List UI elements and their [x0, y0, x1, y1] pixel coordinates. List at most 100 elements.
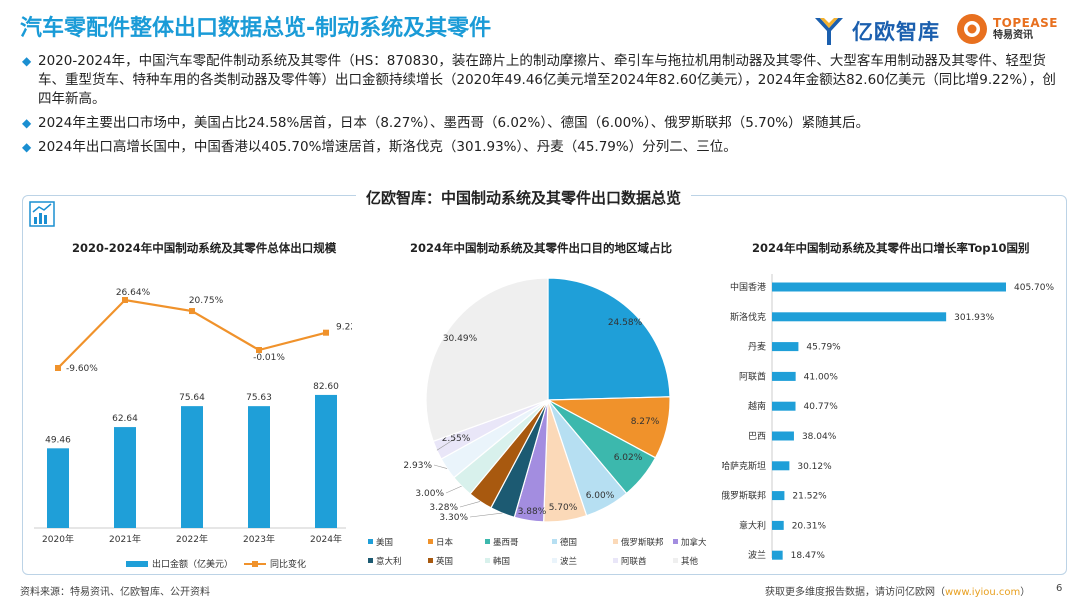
yoy-point [189, 308, 195, 315]
pie-label: 2.93% [403, 461, 432, 471]
chart2-title: 2024年中国制动系统及其零件出口目的地区域占比 [410, 241, 673, 255]
legend-swatch [428, 539, 433, 544]
hbar-波兰 [772, 550, 783, 560]
y-tick-label: 越南 [748, 400, 766, 412]
legend-swatch [368, 558, 373, 563]
pie-label: 3.28% [429, 503, 458, 513]
legend-swatch [673, 558, 678, 563]
hbar-label: 38.04% [802, 432, 837, 442]
legend-swatch [613, 539, 618, 544]
bullet-item: ◆ 2024年出口高增长国中，中国香港以405.70%增速居首，斯洛伐克（301.… [20, 138, 1065, 157]
pie-slice-其他 [425, 277, 549, 443]
topease-logo-subtext: 特易资讯 [993, 30, 1033, 41]
legend-label: 墨西哥 [493, 538, 519, 548]
website-link[interactable]: www.iyiou.com [945, 587, 1021, 598]
y-tick-label: 俄罗斯联邦 [722, 490, 766, 502]
legend-label: 英国 [436, 556, 453, 567]
legend-label: 其他 [681, 556, 699, 567]
bar-label: 75.63 [246, 393, 272, 403]
y-tick-label: 阿联酋 [739, 370, 766, 382]
hbar-label: 18.47% [791, 551, 826, 561]
footer-close: ） [1020, 587, 1031, 598]
legend-bar-label: 出口金额（亿美元） [152, 558, 233, 568]
hbar-阿联酋 [772, 371, 796, 381]
pie-label: 24.58% [608, 318, 643, 328]
legend-swatch [485, 558, 490, 563]
summary-bullets: ◆ 2020-2024年，中国汽车零配件制动系统及其零件（HS：870830，装在… [20, 52, 1065, 162]
legend-swatch [552, 539, 557, 544]
legend-line-marker [252, 561, 258, 567]
hbar-巴西 [772, 431, 794, 441]
legend-label: 意大利 [376, 556, 402, 567]
source-note: 资料来源：特易资讯、亿欧智库、公开资料 [20, 587, 210, 598]
bar-label: 49.46 [45, 435, 71, 445]
legend-swatch [613, 558, 618, 563]
legend-swatch [552, 558, 557, 563]
legend-label: 美国 [376, 537, 393, 548]
bar-2022年 [181, 406, 203, 528]
pie-label: 3.30% [439, 513, 468, 523]
hbar-俄罗斯联邦 [772, 491, 785, 501]
x-tick-label: 2024年 [310, 533, 342, 545]
bar-2020年 [47, 448, 69, 528]
hbar-label: 21.52% [792, 492, 827, 502]
x-tick-label: 2023年 [243, 533, 275, 545]
legend-swatch [368, 539, 373, 544]
yoy-label: -9.60% [66, 364, 98, 374]
yoy-point [55, 365, 61, 371]
legend-label: 阿联酋 [621, 556, 647, 567]
hbar-label: 45.79% [806, 343, 841, 353]
diamond-bullet-icon: ◆ [22, 116, 32, 130]
page-number: 6 [1056, 583, 1063, 594]
y-tick-label: 意大利 [739, 519, 766, 531]
chart-trend-icon [29, 201, 55, 227]
yoy-label: 9.22% [336, 323, 352, 333]
pie-leader-line [436, 437, 457, 451]
bullet-text: 2024年主要出口市场中，美国占比24.58%居首，日本（8.27%）、墨西哥（… [38, 115, 870, 131]
legend-label: 德国 [560, 537, 577, 548]
bullet-item: ◆ 2024年主要出口市场中，美国占比24.58%居首，日本（8.27%）、墨西哥… [20, 114, 1065, 133]
hbar-斯洛伐克 [772, 312, 947, 322]
footer-note: 获取更多维度报告数据，请访问亿欧网（www.iyiou.com） [765, 583, 1030, 598]
hbar-label: 20.31% [792, 521, 827, 531]
y-tick-label: 中国香港 [730, 281, 766, 293]
hbar-丹麦 [772, 342, 799, 352]
yoy-label: 26.64% [116, 288, 151, 298]
footer-text: 获取更多维度报告数据，请访问亿欧网（ [765, 587, 945, 598]
y-tick-label: 哈萨克斯坦 [722, 460, 766, 472]
pie-label: 6.02% [614, 453, 643, 463]
yoy-label: 20.75% [189, 296, 224, 306]
chart2-pie: 24.58% 8.27% 6.02% 6.00% 5.70%3.88% 3.30%3.28… [368, 277, 707, 567]
legend-swatch [428, 558, 433, 563]
yoy-label: -0.01% [253, 353, 285, 363]
y-tick-label: 巴西 [748, 431, 766, 442]
chart1-combo: 49.46 2020年 62.64 2021年 75.64 2022年 75.63 2023年… [34, 288, 352, 568]
page-title: 汽车零配件整体出口数据总览-制动系统及其零件 [20, 16, 492, 41]
bar-label: 62.64 [112, 414, 138, 424]
chart3-hbar: 中国香港 405.70% 斯洛伐克 301.93% 丹麦 45.79% 阿联酋 41.00% 越… [722, 274, 1054, 561]
topease-logo: TOPEASE 特易资讯 [955, 12, 1058, 46]
legend-label: 日本 [436, 537, 454, 548]
hbar-label: 40.77% [804, 402, 839, 412]
hbar-意大利 [772, 520, 784, 530]
bar-2021年 [114, 427, 136, 528]
legend-bar-swatch [126, 561, 148, 567]
panel-title: 亿欧智库：中国制动系统及其零件出口数据总览 [356, 187, 692, 208]
chart3-title: 2024年中国制动系统及其零件出口增长率Top10国别 [752, 241, 1030, 255]
bar-label: 75.64 [179, 393, 205, 403]
pie-label: 30.49% [443, 334, 478, 344]
hbar-label: 301.93% [954, 313, 994, 323]
hbar-label: 30.12% [797, 462, 832, 472]
x-tick-label: 2021年 [109, 533, 141, 545]
yoy-point [256, 347, 262, 354]
hbar-哈萨克斯坦 [772, 461, 790, 471]
y-tick-label: 丹麦 [748, 341, 766, 353]
x-tick-label: 2020年 [42, 533, 74, 545]
pie-label: 5.70% [549, 503, 578, 513]
bullet-text: 2020-2024年，中国汽车零配件制动系统及其零件（HS：870830，装在蹄… [38, 53, 1056, 107]
hbar-中国香港 [772, 282, 1006, 292]
legend-label: 韩国 [493, 556, 510, 567]
bullet-text: 2024年出口高增长国中，中国香港以405.70%增速居首，斯洛伐克（301.9… [38, 139, 737, 155]
legend-label: 俄罗斯联邦 [621, 537, 664, 548]
x-tick-label: 2022年 [176, 533, 208, 545]
